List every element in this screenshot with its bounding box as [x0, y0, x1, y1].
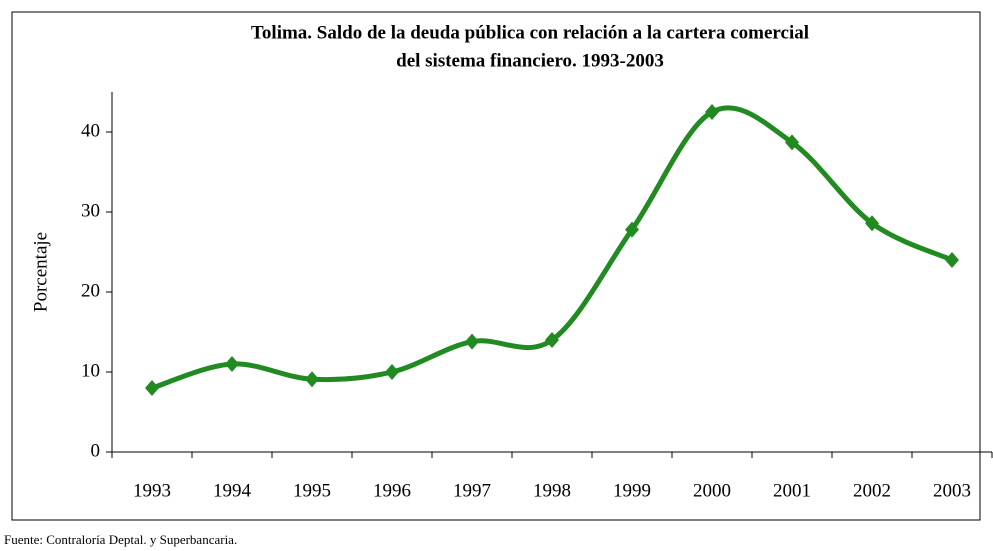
x-tick-label: 1994 — [213, 480, 252, 501]
x-tick-label: 1993 — [133, 480, 171, 501]
y-tick-label: 0 — [91, 440, 101, 461]
chart-title: del sistema financiero. 1993-2003 — [396, 50, 664, 71]
x-tick-label: 1997 — [453, 480, 491, 501]
data-marker — [385, 364, 399, 380]
x-tick-label: 1999 — [613, 480, 651, 501]
data-marker — [305, 371, 319, 388]
data-marker — [545, 332, 559, 348]
data-marker — [705, 104, 719, 120]
data-marker — [785, 134, 799, 151]
chart-border — [11, 11, 981, 521]
data-marker — [945, 252, 959, 268]
data-marker — [465, 333, 479, 350]
y-tick-label: 10 — [81, 360, 100, 381]
y-axis-label: Porcentaje — [30, 232, 51, 312]
y-tick-label: 30 — [81, 200, 100, 221]
data-marker — [225, 356, 239, 372]
y-tick-label: 20 — [81, 280, 100, 301]
x-tick-label: 1998 — [533, 480, 571, 501]
source-note: Fuente: Contraloría Deptal. y Superbanca… — [4, 532, 237, 547]
chart-title: Tolima. Saldo de la deuda pública con re… — [251, 22, 809, 43]
data-marker — [145, 380, 159, 396]
data-marker — [625, 221, 639, 238]
data-marker — [865, 215, 879, 232]
x-tick-label: 1995 — [293, 480, 331, 501]
data-line — [151, 105, 954, 391]
x-tick-label: 2002 — [853, 480, 891, 501]
x-tick-label: 2000 — [693, 480, 731, 501]
x-tick-label: 1996 — [373, 480, 411, 501]
x-tick-label: 2001 — [773, 480, 811, 501]
y-tick-label: 40 — [81, 120, 100, 141]
x-tick-label: 2003 — [933, 480, 971, 501]
